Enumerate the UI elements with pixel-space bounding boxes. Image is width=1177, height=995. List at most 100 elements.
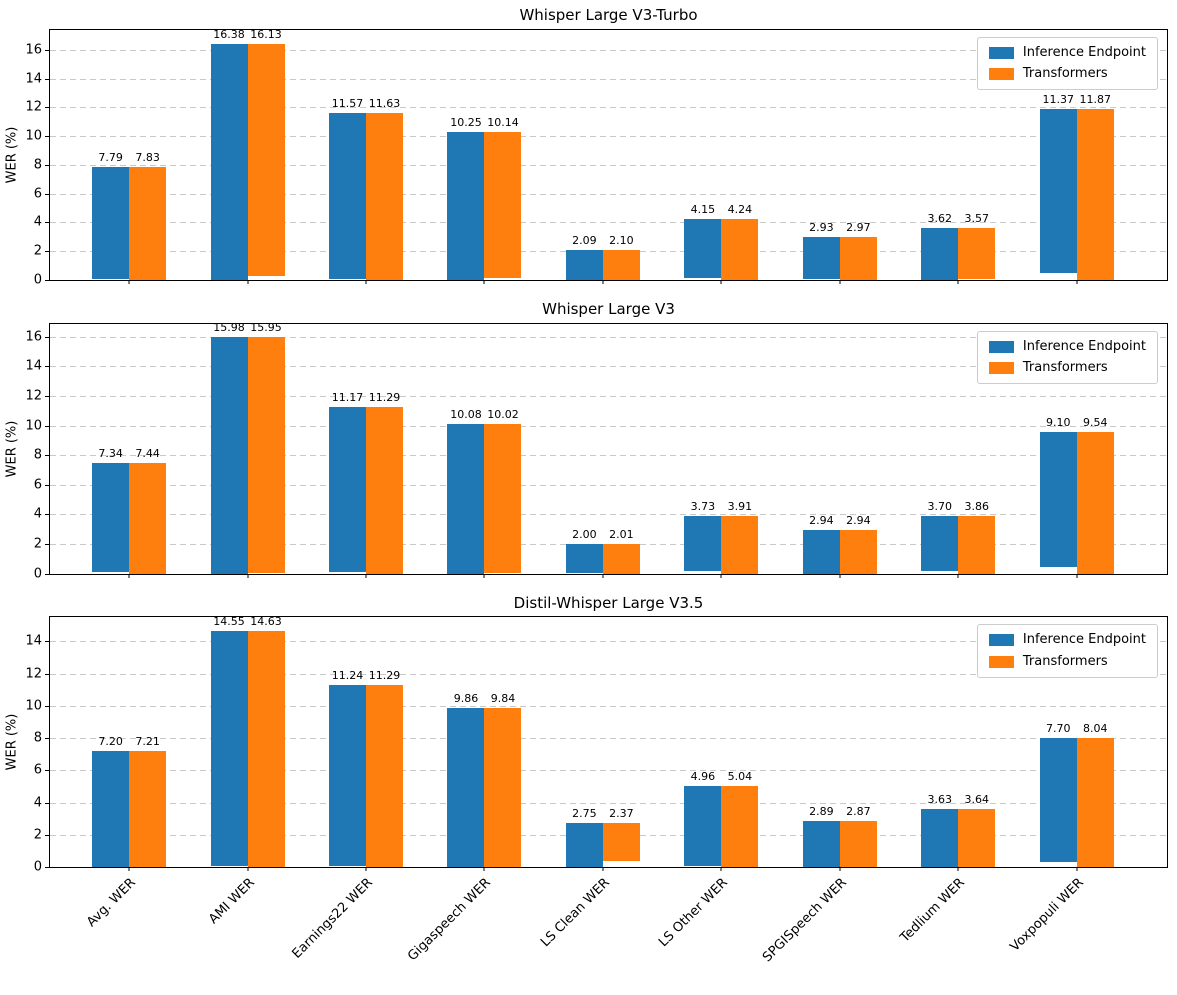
bar-group: 3.73 3.91 — [684, 501, 759, 574]
bar-inference-endpoint: 3.63 — [921, 794, 959, 868]
legend-swatch — [988, 655, 1014, 668]
bar-inference-endpoint: 2.00 — [565, 529, 603, 574]
legend-label: Inference Endpoint — [1022, 338, 1146, 354]
y-tick-label: 14 — [25, 358, 42, 374]
y-tick-mark — [45, 641, 49, 643]
chart-title: Whisper Large V3 — [542, 299, 675, 318]
y-tick-mark — [45, 78, 49, 80]
bar-transformers: 8.04 — [1076, 723, 1114, 868]
bar-value-label: 3.63 — [927, 792, 953, 806]
bar-value-label: 2.97 — [846, 221, 871, 235]
bar-inference-endpoint: 11.37 — [1039, 94, 1077, 273]
bar-value-label: 2.93 — [809, 221, 834, 235]
legend-label: Transformers — [1022, 359, 1108, 375]
x-tick-mark — [957, 867, 959, 872]
plot-area: 0 2 4 6 8 10 12 14 16 7.79 7.83 16.38 16.13 11.57 11.6… — [25, 28, 1168, 286]
bar-value-label: 2.01 — [609, 527, 634, 541]
bar-transformers: 4.24 — [721, 204, 759, 280]
bar-transformers: 2.10 — [602, 235, 640, 280]
x-tick-mark — [1076, 573, 1078, 578]
x-tick-mark — [247, 573, 249, 578]
legend: Inference Endpoint Transformers — [976, 330, 1158, 385]
bar-transformers: 2.01 — [602, 529, 640, 574]
bar-value-label: 7.70 — [1045, 721, 1071, 735]
bar-group: 2.00 2.01 — [565, 529, 640, 574]
x-tick-mark — [1076, 867, 1078, 872]
y-tick-label: 8 — [33, 447, 42, 463]
y-tick-label: 10 — [25, 418, 42, 434]
plot-area: 0 2 4 6 8 10 12 14 7.20 7.21 Avg. WER 14.55 14.63 AMI… — [25, 615, 1168, 965]
x-tick-mark — [957, 573, 959, 578]
bar-inference-endpoint: 14.55 — [210, 616, 248, 866]
bar-value-label: 3.64 — [964, 792, 990, 806]
bar-transformers: 3.64 — [958, 794, 996, 868]
legend-label: Transformers — [1022, 653, 1108, 669]
wer-comparison-figure: Whisper Large V3-Turbo WER (%) 0 2 4 6 8 10 12 14… — [0, 6, 1177, 965]
legend-swatch — [988, 634, 1014, 647]
bar-value-label: 3.57 — [964, 211, 990, 225]
bar-value-label: 3.73 — [690, 499, 716, 513]
x-tick-mark — [839, 573, 841, 578]
y-tick-mark — [45, 802, 49, 804]
bar-inference-endpoint: 11.24 — [328, 670, 366, 867]
legend-swatch — [988, 46, 1014, 59]
x-tick-mark — [602, 573, 604, 578]
y-tick-label: 14 — [25, 633, 42, 649]
plot-area: 0 2 4 6 8 10 12 14 16 7.34 7.44 15.98 15.95 11.17 11.2… — [25, 322, 1168, 580]
legend-label: Inference Endpoint — [1022, 632, 1146, 648]
legend-item: Inference Endpoint — [988, 632, 1146, 648]
gridline — [50, 193, 1167, 195]
legend-label: Inference Endpoint — [1022, 44, 1146, 60]
x-tick-label: Earnings22 WER — [289, 875, 376, 962]
x-tick-mark — [128, 279, 130, 284]
x-tick-label: SPGISpeech WER — [759, 875, 850, 966]
x-tick-label: Voxpopuli WER — [1007, 875, 1087, 955]
x-tick-label: Tedlium WER — [897, 875, 969, 946]
y-tick-label: 12 — [25, 388, 42, 404]
y-tick-mark — [45, 673, 49, 675]
legend-label: Transformers — [1022, 66, 1108, 82]
y-tick-mark — [45, 770, 49, 772]
bar-value-label: 9.54 — [1082, 416, 1108, 430]
bar-value-label: 11.29 — [368, 390, 401, 404]
x-tick-mark — [602, 867, 604, 872]
bar-value-label: 2.09 — [572, 233, 597, 247]
bar-value-label: 5.04 — [727, 769, 753, 783]
bar-transformers: 3.57 — [958, 213, 996, 280]
x-tick-label: LS Other WER — [656, 875, 732, 951]
y-tick-mark — [45, 484, 49, 486]
bar-value-label: 2.94 — [809, 514, 834, 527]
x-tick-mark — [720, 867, 722, 872]
bar-value-label: 2.10 — [609, 233, 634, 247]
bar-value-label: 14.63 — [250, 615, 282, 629]
bar-value-label: 9.10 — [1045, 416, 1071, 430]
y-tick-mark — [45, 164, 49, 166]
legend-swatch — [988, 68, 1014, 81]
y-tick-mark — [45, 867, 49, 869]
y-tick-label: 16 — [25, 42, 42, 58]
y-tick-label: 8 — [33, 730, 42, 746]
legend-item: Inference Endpoint — [988, 338, 1146, 354]
bar-group: 3.62 3.57 — [921, 213, 996, 280]
y-tick-mark — [45, 193, 49, 195]
legend: Inference Endpoint Transformers — [976, 36, 1158, 91]
x-tick-mark — [483, 867, 485, 872]
bar-value-label: 7.44 — [135, 447, 160, 461]
bar-group: 9.10 9.54 — [1039, 417, 1114, 574]
x-tick-mark — [602, 279, 604, 284]
legend-item: Transformers — [988, 359, 1146, 375]
bar-value-label: 16.13 — [250, 28, 282, 42]
bar-value-label: 8.04 — [1082, 721, 1108, 735]
bar-transformers: 11.29 — [365, 670, 403, 868]
bar-value-label: 10.25 — [450, 116, 482, 130]
bar-transformers: 2.87 — [839, 806, 877, 867]
bar-group: 7.34 7.44 — [92, 448, 167, 574]
y-tick-label: 2 — [33, 827, 42, 843]
bar-value-label: 7.21 — [135, 734, 160, 748]
gridline — [50, 107, 1167, 109]
gridline — [50, 136, 1167, 138]
x-tick-mark — [365, 573, 367, 578]
y-tick-mark — [45, 279, 49, 281]
bar-value-label: 4.24 — [727, 202, 753, 216]
x-tick-label: AMI WER — [205, 875, 258, 928]
